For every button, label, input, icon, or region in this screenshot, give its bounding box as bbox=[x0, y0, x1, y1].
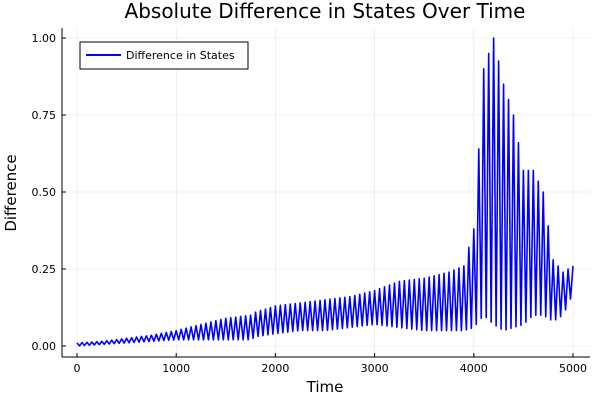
y-tick-label: 0.25 bbox=[32, 263, 57, 276]
legend-box bbox=[79, 41, 249, 70]
y-tick-label: 0.00 bbox=[32, 340, 57, 353]
tick-labels: 0 1000 2000 3000 4000 5000 0.00 0.25 0.50 0.75 1.0… bbox=[32, 32, 588, 375]
x-tick-label: 1000 bbox=[162, 362, 190, 375]
y-axis-title: Difference bbox=[2, 154, 20, 231]
chart-title: Absolute Difference in States Over Time bbox=[125, 0, 526, 23]
x-tick-label: 0 bbox=[74, 362, 81, 375]
legend: Difference in States bbox=[79, 41, 249, 70]
x-tick-label: 5000 bbox=[559, 362, 587, 375]
legend-label: Difference in States bbox=[126, 49, 235, 62]
x-tick-label: 2000 bbox=[261, 362, 289, 375]
series-line-difference-in-states bbox=[76, 37, 574, 347]
y-tick-label: 1.00 bbox=[32, 32, 57, 45]
axes bbox=[61, 28, 590, 358]
x-tick-label: 3000 bbox=[361, 362, 389, 375]
series-group bbox=[76, 37, 574, 347]
y-tick-label: 0.75 bbox=[32, 109, 57, 122]
x-axis-title: Time bbox=[306, 378, 344, 396]
y-tick-label: 0.50 bbox=[32, 186, 57, 199]
x-tick-label: 4000 bbox=[460, 362, 488, 375]
